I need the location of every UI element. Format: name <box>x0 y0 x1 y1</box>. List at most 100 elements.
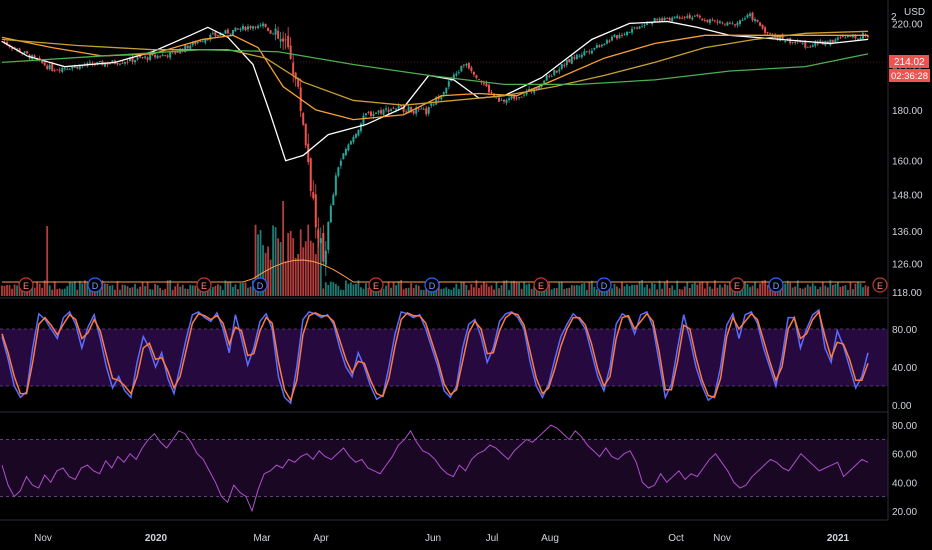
volume-bar <box>329 281 332 296</box>
dividend-event-badge[interactable]: D <box>596 277 612 293</box>
volume-bar <box>791 287 794 296</box>
volume-bar <box>824 285 827 296</box>
volume-bar <box>678 289 681 296</box>
earnings-event-badge[interactable]: E <box>196 277 212 293</box>
dividend-event-badge[interactable]: D <box>424 277 440 293</box>
volume-bar <box>483 282 485 296</box>
earnings-event-badge[interactable]: E <box>18 277 34 293</box>
volume-bar <box>422 289 425 296</box>
price-tick-label: 180.00 <box>892 106 923 117</box>
candle-body <box>257 25 260 29</box>
candle-body <box>131 56 134 62</box>
candle-body <box>457 71 460 73</box>
volume-bar <box>287 232 290 296</box>
stoch-d-line <box>1 310 869 403</box>
time-axis[interactable]: Nov 2020 Mar Apr Jun Jul Aug Oct Nov 2021 <box>0 519 888 544</box>
candle-body <box>43 62 46 66</box>
volume-bar <box>302 247 305 296</box>
volume-bar <box>633 285 636 296</box>
volume-bar <box>209 289 212 296</box>
volume-bar <box>355 283 357 296</box>
volume-bar <box>568 287 571 296</box>
volume-bar <box>455 283 458 296</box>
candle-body <box>568 59 571 63</box>
candle-body <box>369 111 372 116</box>
volume-bar <box>676 280 679 296</box>
dividend-event-badge[interactable]: D <box>768 277 784 293</box>
price-tick-label: 136.00 <box>892 227 923 238</box>
event-badge-circle <box>87 277 103 293</box>
dividend-event-badge[interactable]: D <box>87 277 103 293</box>
event-badge-label: E <box>23 281 29 291</box>
candle-body <box>538 86 541 90</box>
price-tick-label: 118.00 <box>892 288 922 299</box>
candle-body <box>563 65 566 67</box>
candle-body <box>503 99 506 102</box>
volume-bar <box>651 282 654 296</box>
candle-body <box>525 91 528 95</box>
currency-label[interactable]: USD <box>904 7 925 18</box>
candle-body <box>48 64 51 70</box>
rsi-tick-label: 40.00 <box>892 478 917 489</box>
volume-bar <box>847 289 849 296</box>
candle-body <box>447 81 450 87</box>
volume-bar <box>713 280 716 296</box>
event-badge-circle <box>196 277 212 293</box>
candle-body <box>736 22 739 26</box>
volume-bar <box>467 289 470 296</box>
volume-bar <box>701 281 704 296</box>
price-pane[interactable] <box>1 11 869 276</box>
candle-body <box>706 19 709 22</box>
candle-body <box>656 19 659 20</box>
stoch-tick-label: 0.00 <box>892 401 912 412</box>
volume-bar <box>342 289 345 296</box>
volume-bar <box>227 281 229 296</box>
volume-bar <box>367 287 370 296</box>
stochastic-pane[interactable]: 80.00 40.00 0.00 <box>0 308 917 412</box>
candle-body <box>799 41 802 43</box>
candle-body <box>164 54 167 56</box>
candle-body <box>149 54 152 60</box>
earnings-event-badge[interactable]: E <box>368 277 384 293</box>
candle-body <box>628 32 631 33</box>
candle-body <box>354 134 357 138</box>
volume-bar <box>478 288 480 296</box>
candle-body <box>166 55 169 57</box>
candle-body <box>151 54 154 56</box>
candle-body <box>718 21 721 24</box>
candle-body <box>405 111 408 113</box>
volume-bar <box>149 289 151 296</box>
volume-bar <box>613 283 616 296</box>
volume-bar <box>337 285 340 296</box>
volume-bar <box>470 284 473 296</box>
volume-bar <box>169 280 172 296</box>
rsi-tick-label: 60.00 <box>892 450 917 461</box>
earnings-event-badge[interactable]: E <box>872 277 888 293</box>
volume-bar <box>86 282 89 296</box>
dividend-event-badge[interactable]: D <box>252 277 268 293</box>
earnings-event-badge[interactable]: E <box>729 277 745 293</box>
candle-body <box>600 44 603 47</box>
candle-body <box>603 43 606 46</box>
candle-body <box>565 59 568 66</box>
volume-bar <box>440 288 443 296</box>
candle-body <box>53 70 56 72</box>
candle-body <box>63 68 66 70</box>
volume-bar <box>852 289 854 296</box>
candle-body <box>854 35 857 39</box>
price-tick-label: 148.00 <box>892 190 923 201</box>
candle-body <box>372 113 375 116</box>
volume-bar <box>452 287 455 296</box>
candle-body <box>523 94 526 96</box>
earnings-event-badge[interactable]: E <box>533 277 549 293</box>
rsi-pane[interactable]: 80.00 60.00 40.00 20.00 <box>0 421 917 518</box>
volume-bar <box>631 284 633 296</box>
volume-bar <box>16 285 18 296</box>
volume-bar <box>716 287 719 296</box>
event-badge-label: D <box>429 281 436 291</box>
volume-bar <box>809 286 812 296</box>
volume-bar <box>344 280 347 296</box>
volume-bar <box>390 287 392 296</box>
volume-bar <box>319 238 322 296</box>
